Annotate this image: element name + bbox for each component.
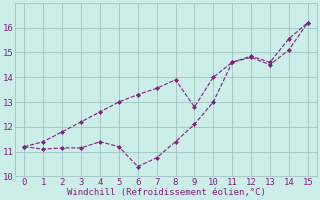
- X-axis label: Windchill (Refroidissement éolien,°C): Windchill (Refroidissement éolien,°C): [67, 188, 266, 197]
